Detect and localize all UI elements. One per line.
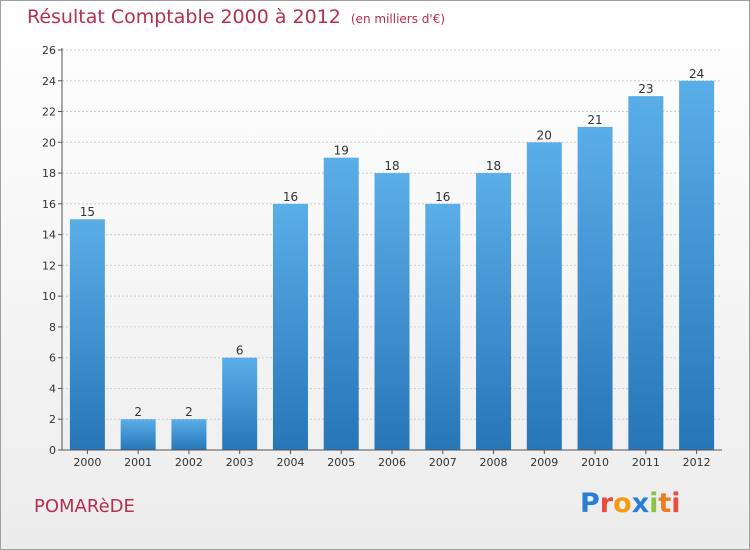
logo-letter: t [658,488,672,519]
bar-2001 [120,419,156,450]
value-label-2005: 19 [334,144,349,158]
value-label-2010: 21 [587,113,602,127]
y-tick-label-16: 16 [42,198,56,211]
x-tick-label-2004: 2004 [276,456,304,469]
x-tick-label-2000: 2000 [73,456,101,469]
x-tick-label-2012: 2012 [683,456,711,469]
y-tick-label-22: 22 [42,106,56,119]
y-tick-label-12: 12 [42,259,56,272]
bar-2009 [526,142,562,451]
bar-2012 [679,80,715,451]
bar-2008 [476,173,512,451]
y-tick-label-2: 2 [49,413,56,426]
value-label-2000: 15 [80,205,95,219]
logo-letter: x [631,488,650,519]
logo-letter: r [599,488,614,519]
y-tick-label-26: 26 [42,44,56,57]
bars [69,80,715,451]
logo-letter: i [649,488,659,519]
value-label-2012: 24 [689,67,704,81]
x-tick-label-2003: 2003 [226,456,254,469]
proxiti-logo: Proxiti [580,488,681,519]
x-tick-label-2010: 2010 [581,456,609,469]
value-label-2008: 18 [486,159,501,173]
x-tick-label-2005: 2005 [327,456,355,469]
value-label-2002: 2 [185,405,193,419]
y-tick-label-6: 6 [49,352,56,365]
bar-2010 [577,126,613,450]
place-name: POMARèDE [34,496,135,517]
bar-2002 [171,419,207,450]
x-tick-label-2009: 2009 [530,456,558,469]
logo-letter: o [613,488,632,519]
title-text: Résultat Comptable 2000 à 2012 [27,6,341,28]
y-tick-label-0: 0 [49,444,56,457]
value-label-2004: 16 [283,190,298,204]
y-tick-label-14: 14 [42,229,56,242]
x-tick-label-2011: 2011 [632,456,660,469]
value-label-2006: 18 [384,159,399,173]
y-tick-label-24: 24 [42,75,56,88]
value-label-2011: 23 [638,82,653,96]
bar-2004 [272,203,308,450]
bar-2007 [425,203,461,450]
y-tick-label-8: 8 [49,321,56,334]
chart-subtitle: (en milliers d'€) [350,12,446,26]
value-label-2007: 16 [435,190,450,204]
x-tick-label-2008: 2008 [480,456,508,469]
value-label-2009: 20 [537,128,552,142]
x-tick-label-2006: 2006 [378,456,406,469]
bar-2011 [628,96,664,451]
bar-2003 [222,357,258,450]
value-label-2001: 2 [134,405,142,419]
y-tick-label-20: 20 [42,136,56,149]
x-tick-label-2002: 2002 [175,456,203,469]
bar-2005 [323,157,359,450]
axes [58,48,722,454]
x-tick-label-2001: 2001 [124,456,152,469]
bar-2000 [69,219,105,450]
logo-letter: P [580,488,600,519]
x-tick-label-2007: 2007 [429,456,457,469]
grid-lines [62,49,722,420]
y-tick-label-4: 4 [49,382,56,395]
y-tick-label-10: 10 [42,290,56,303]
y-tick-label-18: 18 [42,167,56,180]
bar-2006 [374,173,410,451]
logo-letter: i [671,488,681,519]
labels: 0246810121416182022242615200022001220026… [42,44,711,469]
value-label-2003: 6 [236,344,244,358]
chart-title: Résultat Comptable 2000 à 2012 (en millie… [27,6,445,28]
